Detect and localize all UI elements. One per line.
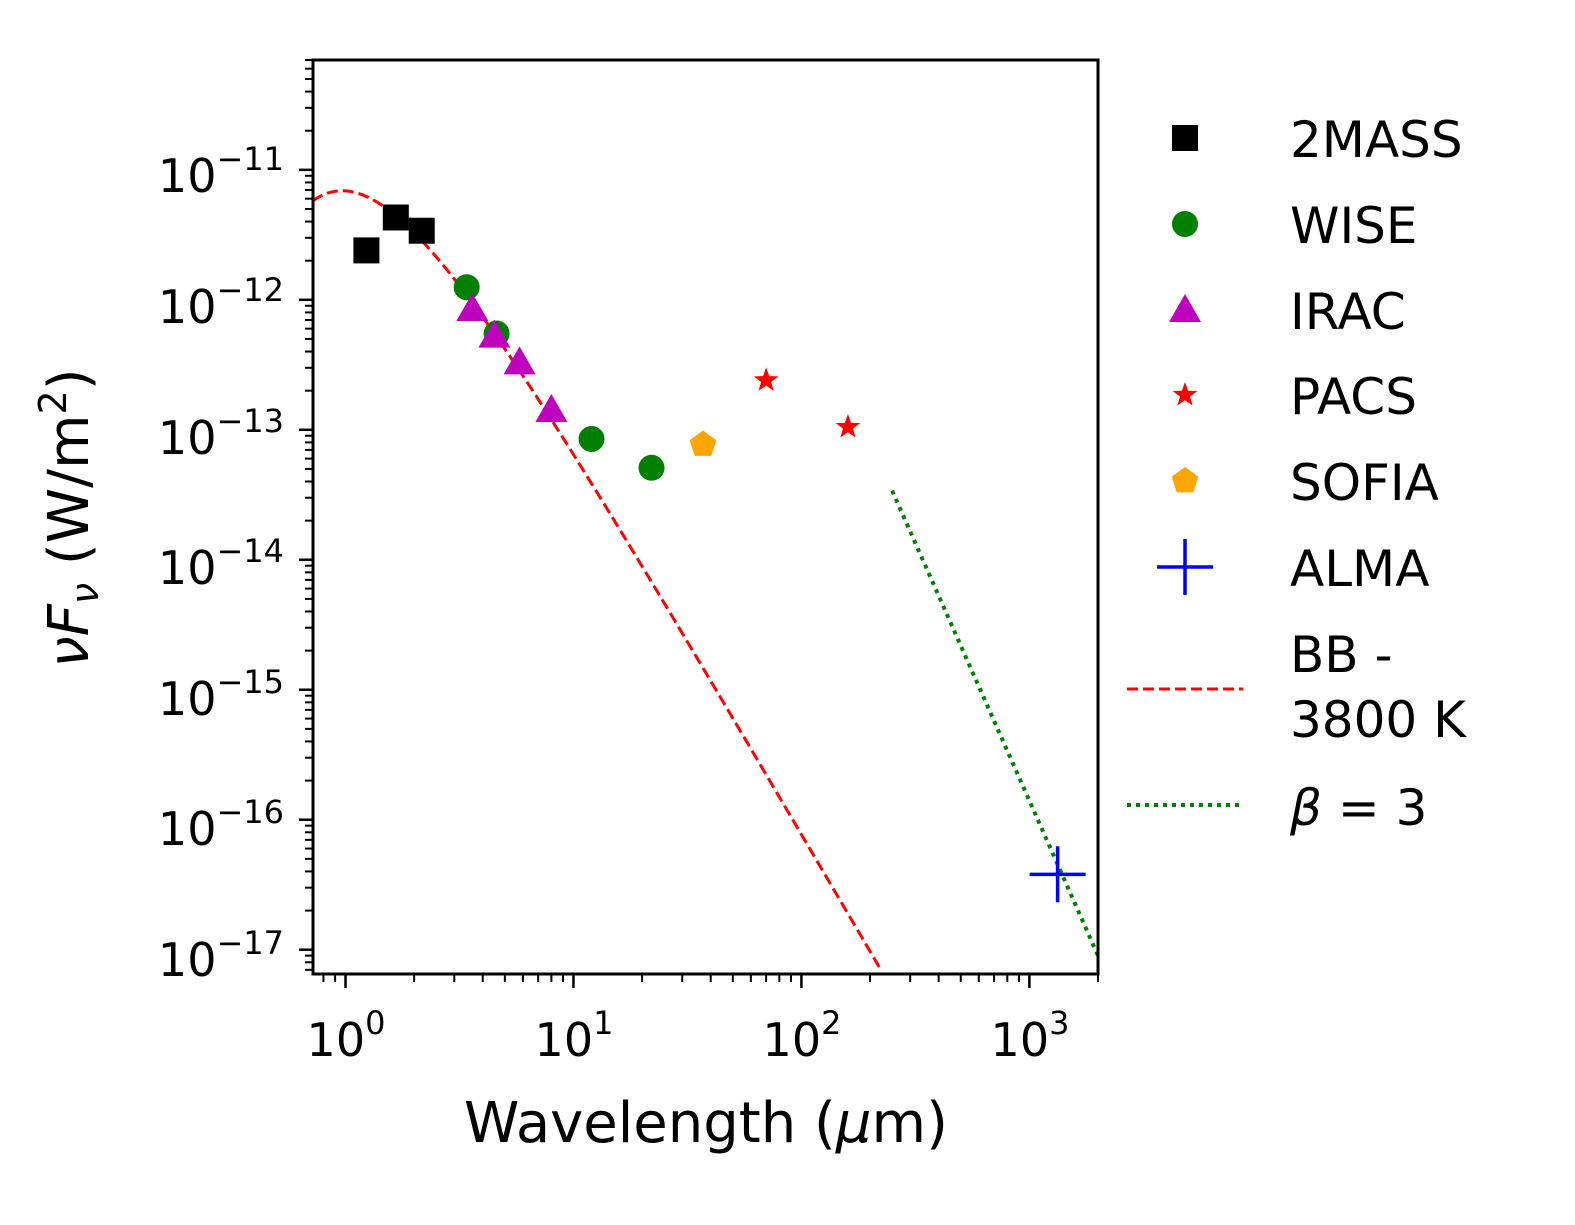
blackbody-curve: [313, 189, 881, 969]
plot-frame: [311, 58, 1100, 976]
beta-3-line: [890, 489, 1098, 957]
legend-symbol-pacs: [1172, 382, 1198, 406]
plot-area: [299, 58, 1100, 988]
legend-symbol-wise: [1172, 211, 1198, 237]
point-2mass-1: [382, 204, 409, 231]
y-tick-label-2: 10−13: [158, 402, 284, 465]
x-axis-label: Wavelength (μm): [464, 1091, 948, 1156]
legend-symbols: [1127, 125, 1243, 807]
legend-symbol-alma: [1157, 539, 1213, 595]
curves: [313, 189, 1098, 969]
y-tick-label-3: 10−14: [158, 532, 284, 595]
point-alma-0: [1029, 846, 1086, 903]
legend-label-irac: IRAC: [1290, 283, 1406, 341]
y-axis-label: νFν (W/m2): [31, 368, 107, 667]
y-tick-label-4: 10−15: [158, 663, 284, 726]
point-pacs-1: [835, 414, 861, 438]
y-tick-label-1: 10−12: [158, 271, 284, 334]
data-markers: [353, 204, 1086, 903]
point-irac-1: [478, 319, 511, 348]
y-tick-label-0: 10−11: [158, 140, 284, 203]
y-tick-label-5: 10−16: [158, 793, 284, 856]
point-2mass-0: [353, 237, 380, 264]
point-irac-3: [535, 393, 568, 422]
legend: 2MASS WISE IRAC PACS SOFIA ALMA BB - 380…: [1127, 111, 1467, 837]
x-tick-label-3: 103: [991, 1004, 1070, 1067]
y-tick-label-6: 10−17: [158, 924, 284, 987]
axis-ticks: [299, 59, 1099, 988]
point-irac-2: [503, 346, 536, 375]
legend-label-sofia: SOFIA: [1290, 454, 1439, 512]
legend-label-bb-line2: 3800 K: [1290, 691, 1467, 749]
point-2mass-2: [408, 217, 435, 244]
legend-label-beta: β = 3: [1289, 779, 1427, 837]
x-tick-label-1: 101: [535, 1004, 614, 1067]
legend-symbol-sofia: [1171, 467, 1199, 493]
tick-labels: 100 101 102 103 10−11 10−12 10−13 10−14 …: [158, 140, 1070, 1067]
point-pacs-0: [753, 367, 779, 391]
point-sofia-0: [689, 430, 717, 456]
legend-label-2mass: 2MASS: [1290, 111, 1463, 169]
legend-label-alma: ALMA: [1290, 540, 1429, 598]
x-tick-label-0: 100: [307, 1004, 386, 1067]
point-wise-2: [578, 425, 605, 452]
legend-label-wise: WISE: [1290, 197, 1418, 255]
x-tick-label-2: 102: [763, 1004, 842, 1067]
legend-symbol-irac: [1169, 294, 1201, 322]
point-wise-3: [638, 454, 665, 481]
legend-symbol-2mass: [1172, 125, 1198, 151]
legend-label-bb-line1: BB -: [1290, 626, 1393, 684]
legend-label-pacs: PACS: [1290, 368, 1417, 426]
point-irac-0: [456, 292, 489, 321]
point-wise-0: [453, 274, 480, 301]
